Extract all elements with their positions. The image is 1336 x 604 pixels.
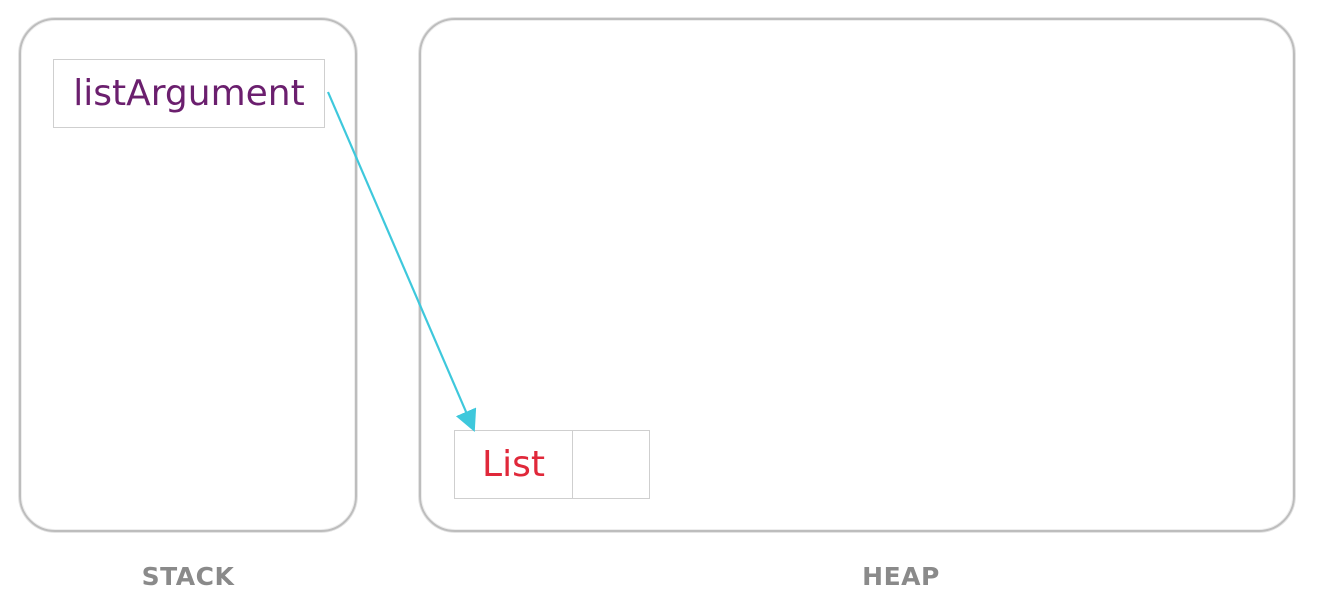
object-type-label: List — [482, 444, 545, 485]
variable-name: listArgument — [73, 73, 305, 114]
stack-label: STACK — [141, 562, 235, 591]
stack-variable-listargument: listArgument — [53, 59, 325, 128]
heap-object-list-type: List — [454, 430, 573, 499]
heap-object-empty-slot — [572, 430, 650, 499]
heap-label: HEAP — [862, 562, 940, 591]
